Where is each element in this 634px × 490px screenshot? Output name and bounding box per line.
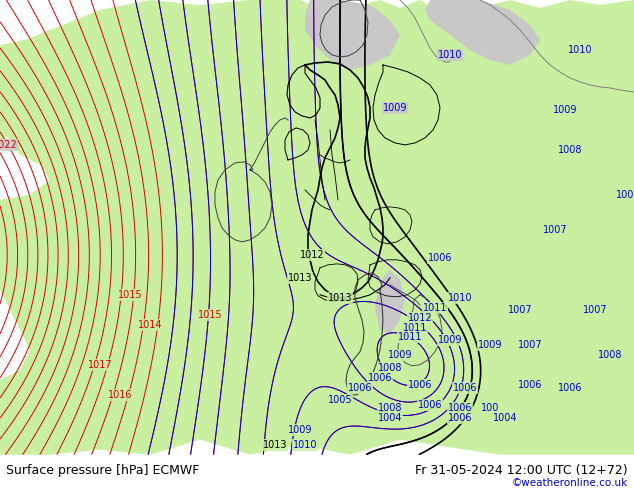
Text: 1009: 1009 <box>437 335 462 345</box>
Text: 1007: 1007 <box>583 305 607 315</box>
Text: 1006: 1006 <box>428 253 452 263</box>
Text: 1022: 1022 <box>0 140 17 150</box>
Text: 1015: 1015 <box>198 310 223 320</box>
Text: 1006: 1006 <box>418 400 443 410</box>
Text: 1006: 1006 <box>408 380 432 390</box>
Text: 1010: 1010 <box>437 50 462 60</box>
Text: 1006: 1006 <box>348 383 372 393</box>
Text: 100: 100 <box>616 190 634 200</box>
Text: 1017: 1017 <box>87 360 112 370</box>
Text: 1008: 1008 <box>378 403 402 413</box>
Text: ©weatheronline.co.uk: ©weatheronline.co.uk <box>512 478 628 488</box>
Text: 1008: 1008 <box>558 145 582 155</box>
Text: 1009: 1009 <box>478 340 502 350</box>
Text: 1007: 1007 <box>518 340 542 350</box>
Text: 1011: 1011 <box>398 332 422 342</box>
Polygon shape <box>375 270 405 335</box>
Text: Surface pressure [hPa] ECMWF: Surface pressure [hPa] ECMWF <box>6 464 200 477</box>
Text: 1006: 1006 <box>448 403 472 413</box>
Text: 1012: 1012 <box>408 313 432 323</box>
Text: 1006: 1006 <box>518 380 542 390</box>
Text: 1006: 1006 <box>368 373 392 383</box>
Text: 1012: 1012 <box>300 250 325 260</box>
Text: 1008: 1008 <box>378 363 402 373</box>
Text: 1015: 1015 <box>118 290 142 300</box>
Polygon shape <box>0 0 634 455</box>
Text: 1014: 1014 <box>138 320 162 330</box>
Polygon shape <box>305 0 400 70</box>
Text: 1006: 1006 <box>453 383 477 393</box>
Text: 1011: 1011 <box>403 323 427 333</box>
Text: 1009: 1009 <box>553 105 577 115</box>
Text: 1009: 1009 <box>288 425 313 435</box>
Text: 1004: 1004 <box>493 413 517 423</box>
Polygon shape <box>425 0 540 65</box>
Polygon shape <box>0 40 45 145</box>
Text: 1008: 1008 <box>598 350 622 360</box>
Text: 1006: 1006 <box>558 383 582 393</box>
Text: 1010: 1010 <box>293 440 317 450</box>
Text: 1013: 1013 <box>288 273 313 283</box>
Text: Fr 31-05-2024 12:00 UTC (12+72): Fr 31-05-2024 12:00 UTC (12+72) <box>415 464 628 477</box>
Text: 1004: 1004 <box>378 413 402 423</box>
Text: 1006: 1006 <box>448 413 472 423</box>
Text: 1005: 1005 <box>328 395 353 405</box>
Text: 1009: 1009 <box>388 350 412 360</box>
Text: 1009: 1009 <box>383 103 407 113</box>
Text: 1013: 1013 <box>262 440 287 450</box>
Text: 1007: 1007 <box>543 225 567 235</box>
Text: 1010: 1010 <box>448 293 472 303</box>
Text: 1016: 1016 <box>108 390 133 400</box>
Text: 1010: 1010 <box>568 45 592 55</box>
Text: 1007: 1007 <box>508 305 533 315</box>
Text: 100: 100 <box>481 403 499 413</box>
Text: 1011: 1011 <box>423 303 447 313</box>
Text: 1013: 1013 <box>328 293 353 303</box>
